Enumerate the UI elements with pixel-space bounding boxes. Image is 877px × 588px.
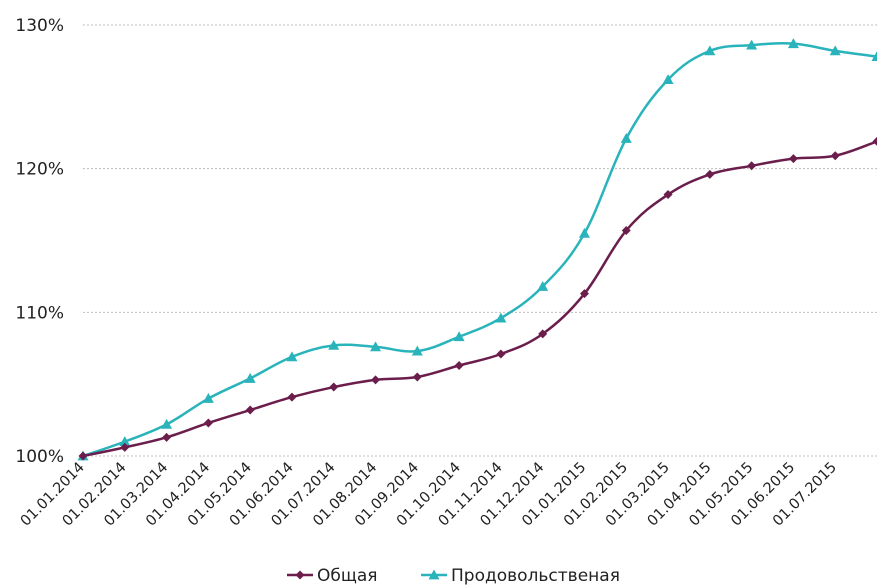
data-point (120, 442, 130, 452)
data-point (704, 45, 716, 56)
y-tick-label: 100% (15, 447, 64, 467)
data-point (370, 341, 382, 352)
data-point (328, 339, 340, 350)
legend-label: Продовольственая (451, 566, 620, 586)
y-tick-label: 130% (15, 16, 64, 36)
legend-item: Продовольственая (421, 566, 620, 586)
data-point (286, 351, 298, 362)
data-point (538, 329, 548, 339)
data-point (495, 312, 507, 323)
data-point (788, 154, 798, 164)
data-point (454, 360, 464, 370)
data-point (202, 393, 214, 403)
data-point (453, 331, 465, 342)
data-point (620, 132, 632, 143)
data-point (161, 418, 173, 429)
legend: Общая Продовольственая (287, 566, 620, 586)
data-point (787, 38, 799, 49)
data-point (78, 451, 88, 461)
series-lines (77, 38, 877, 461)
data-point (244, 372, 256, 383)
data-point (119, 436, 131, 447)
legend-marker (295, 570, 305, 580)
data-point (705, 169, 715, 179)
data-point (579, 289, 589, 299)
data-point (537, 280, 549, 291)
legend-item: Общая (287, 566, 378, 586)
data-point (203, 418, 213, 428)
data-point (747, 161, 757, 171)
data-point (662, 74, 674, 84)
x-axis-tick-labels: 01.01.201401.02.201401.03.201401.04.2014… (18, 460, 840, 530)
data-point (496, 349, 506, 359)
gridlines (83, 24, 877, 457)
data-point (830, 151, 840, 161)
data-point (872, 136, 877, 146)
legend-marker (428, 569, 440, 580)
data-point (245, 405, 255, 415)
data-point (371, 375, 381, 385)
data-point (746, 39, 758, 50)
series-prodovolstvennaya (77, 38, 877, 461)
data-point (621, 225, 631, 235)
y-tick-label: 110% (15, 303, 64, 323)
data-point (829, 45, 841, 56)
series-line (82, 42, 877, 458)
data-point (329, 382, 339, 392)
data-point (663, 190, 673, 200)
data-point (412, 372, 422, 382)
data-point (871, 51, 877, 62)
data-point (162, 432, 172, 442)
series-obshchaya (78, 136, 877, 461)
data-point (287, 392, 297, 402)
legend-label: Общая (317, 566, 378, 586)
y-tick-label: 120% (15, 160, 64, 180)
data-point (411, 345, 423, 356)
y-axis-tick-labels: 100% 110% 120% 130% (15, 16, 64, 467)
series-line (82, 140, 877, 458)
data-point (578, 227, 590, 238)
